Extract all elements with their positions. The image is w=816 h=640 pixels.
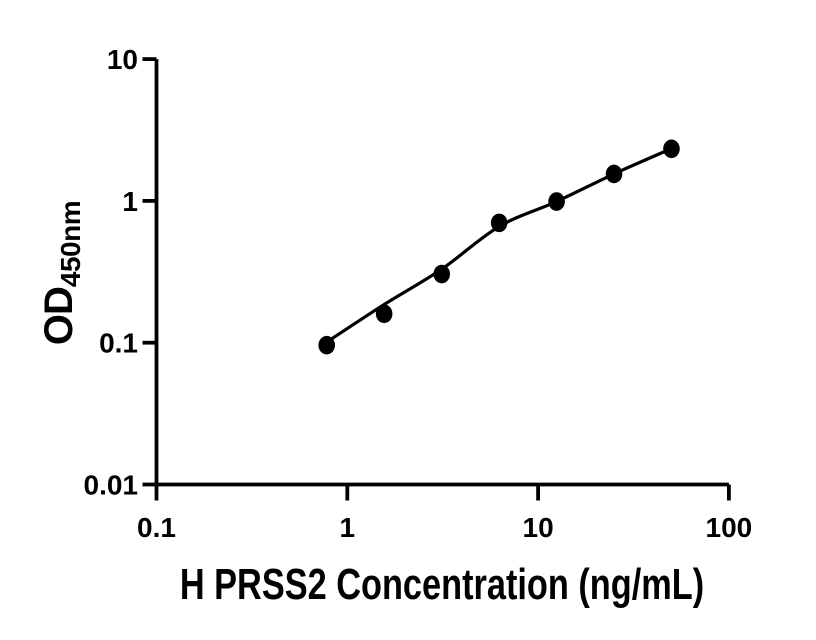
- x-tick-label: 1: [340, 512, 356, 543]
- x-axis-title: H PRSS2 Concentration (ng/mL): [179, 560, 705, 609]
- data-point-marker: [490, 213, 508, 233]
- y-axis-title: OD450nm: [37, 200, 86, 346]
- y-axis-title-main: OD: [37, 287, 81, 346]
- data-point-marker: [375, 304, 393, 324]
- x-tick-label: 10: [523, 512, 554, 543]
- y-tick-label: 0.01: [84, 470, 139, 501]
- data-point-marker: [605, 164, 623, 184]
- data-point-marker: [548, 192, 565, 211]
- y-tick-label: 1: [122, 186, 138, 217]
- data-point-marker: [433, 264, 451, 284]
- data-point-marker: [663, 139, 680, 159]
- x-tick-label: 100: [706, 512, 753, 543]
- y-axis-title-subscript: 450nm: [55, 200, 86, 288]
- x-tick-label: 0.1: [137, 512, 176, 543]
- y-tick-label: 0.1: [99, 328, 138, 359]
- data-point-marker: [318, 335, 336, 355]
- y-tick-label: 10: [107, 44, 138, 75]
